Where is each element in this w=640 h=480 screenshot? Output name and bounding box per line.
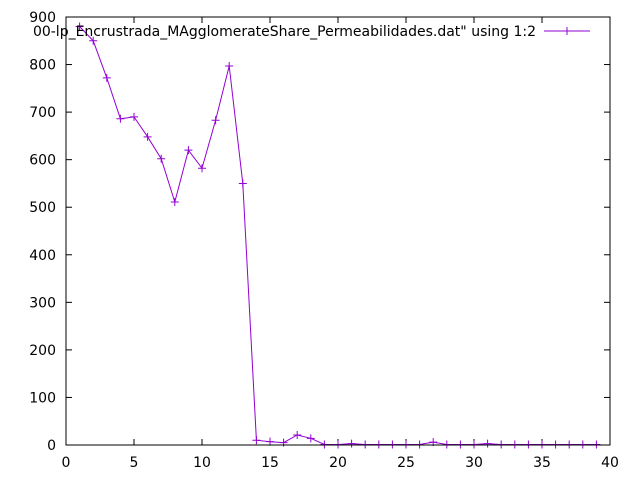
x-tick-label: 20 bbox=[329, 455, 347, 471]
data-point-marker bbox=[75, 22, 84, 31]
data-point-marker bbox=[116, 114, 125, 123]
data-point-marker bbox=[102, 73, 111, 82]
plot-frame bbox=[65, 16, 611, 446]
data-point-marker bbox=[211, 116, 220, 125]
data-point-marker bbox=[266, 437, 274, 446]
x-tick-label: 0 bbox=[62, 455, 71, 471]
x-tick-label: 25 bbox=[397, 455, 415, 471]
data-point-marker bbox=[198, 164, 206, 173]
legend-entry-marker bbox=[563, 27, 571, 35]
y-tick-label: 500 bbox=[29, 200, 56, 216]
data-point-marker bbox=[157, 154, 166, 163]
data-point-marker bbox=[143, 132, 152, 141]
y-tick-label: 100 bbox=[29, 390, 56, 406]
x-tick-label: 5 bbox=[130, 455, 139, 471]
x-axis-ticks: 0 5 10 15 20 25 30 35 40 bbox=[62, 17, 619, 471]
x-tick-label: 35 bbox=[533, 455, 551, 471]
y-tick-label: 400 bbox=[29, 248, 56, 264]
x-tick-label: 30 bbox=[465, 455, 483, 471]
legend: 00-lp_Encrustrada_MAgglomerateShare_Perm… bbox=[33, 24, 590, 40]
data-point-marker bbox=[238, 179, 247, 188]
y-tick-label: 0 bbox=[47, 438, 56, 454]
data-point-marker bbox=[130, 112, 138, 121]
x-tick-label: 15 bbox=[261, 455, 279, 471]
data-point-marker bbox=[252, 436, 261, 445]
series-line bbox=[79, 26, 597, 445]
x-tick-label: 10 bbox=[193, 455, 211, 471]
data-point-marker bbox=[225, 61, 234, 70]
y-tick-label: 200 bbox=[29, 343, 56, 359]
data-point-marker bbox=[483, 439, 492, 448]
data-point-marker bbox=[170, 197, 179, 206]
y-tick-label: 800 bbox=[29, 58, 56, 74]
y-axis-ticks: 0 100 200 300 400 500 600 700 800 900 bbox=[29, 10, 610, 454]
data-point-marker bbox=[306, 434, 315, 443]
y-tick-label: 900 bbox=[29, 10, 56, 26]
data-point-marker bbox=[184, 146, 193, 155]
y-tick-label: 300 bbox=[29, 295, 56, 311]
data-point-marker bbox=[89, 36, 98, 45]
x-tick-label: 40 bbox=[601, 455, 619, 471]
legend-entry-label: 00-lp_Encrustrada_MAgglomerateShare_Perm… bbox=[33, 24, 536, 40]
y-tick-label: 700 bbox=[29, 105, 56, 121]
data-point-marker bbox=[293, 431, 302, 440]
data-point-marker bbox=[347, 439, 356, 448]
series-layer bbox=[75, 22, 601, 449]
y-tick-label: 600 bbox=[29, 153, 56, 169]
